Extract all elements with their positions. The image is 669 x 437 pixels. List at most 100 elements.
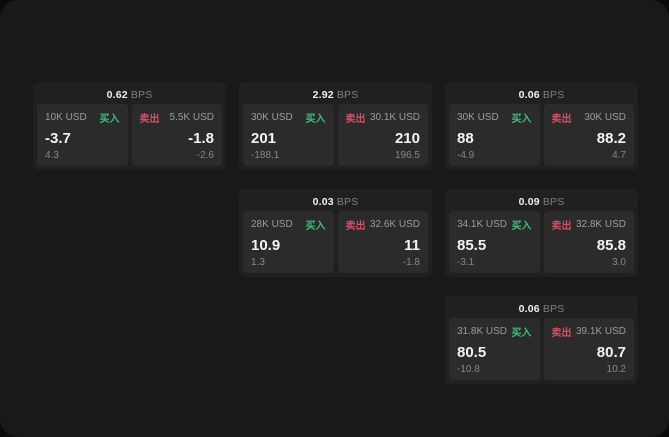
- sell-sub-value: 3.0: [612, 257, 626, 268]
- buy-side-label: 买入: [99, 114, 120, 125]
- bps-unit-label: BPS: [542, 303, 565, 315]
- buy-amount: 30K USD: [457, 112, 499, 123]
- quote-card[interactable]: 0.06 BPS 30K USD 买入 88 -4.9 卖出 30K USD 88…: [445, 82, 638, 170]
- card-header: 2.92 BPS: [243, 86, 428, 104]
- quote-cards-grid: 0.62 BPS 10K USD 买入 -3.7 4.3 卖出 5.5K USD …: [33, 82, 638, 384]
- sell-side-label: 卖出: [551, 221, 572, 232]
- buy-price: 201: [251, 129, 277, 147]
- bps-unit-label: BPS: [542, 89, 565, 101]
- bps-value: 0.03: [312, 196, 334, 208]
- sell-panel-header: 卖出 39.1K USD: [552, 324, 627, 339]
- buy-panel-header: 10K USD 买入: [45, 110, 120, 125]
- sell-amount: 32.6K USD: [369, 219, 420, 230]
- sell-amount: 30K USD: [584, 112, 626, 123]
- sell-sub-value: 10.2: [606, 364, 626, 375]
- sell-panel[interactable]: 卖出 39.1K USD 80.7 10.2: [543, 318, 634, 380]
- sell-price: 85.8: [596, 236, 626, 254]
- quote-card[interactable]: 2.92 BPS 30K USD 买入 201 -188.1 卖出 30.1K U…: [239, 82, 432, 170]
- sell-sub-value: 196.5: [394, 150, 420, 161]
- buy-sub-value: 4.3: [45, 150, 59, 161]
- sell-price: 210: [394, 129, 420, 147]
- sell-panel-header: 卖出 5.5K USD: [140, 110, 215, 125]
- bps-value: 0.06: [518, 303, 540, 315]
- quote-panels: 30K USD 买入 201 -188.1 卖出 30.1K USD 210 1…: [243, 104, 428, 166]
- sell-side-label: 卖出: [139, 114, 160, 125]
- sell-panel[interactable]: 卖出 30K USD 88.2 4.7: [543, 104, 634, 166]
- buy-price: 85.5: [457, 236, 487, 254]
- quote-card[interactable]: 0.06 BPS 31.8K USD 买入 80.5 -10.8 卖出 39.1K…: [445, 296, 638, 384]
- sell-price: 11: [404, 236, 420, 254]
- quote-panels: 28K USD 买入 10.9 1.3 卖出 32.6K USD 11 -1.8: [243, 211, 428, 273]
- card-header: 0.06 BPS: [449, 86, 634, 104]
- buy-side-label: 买入: [305, 221, 326, 232]
- buy-panel[interactable]: 31.8K USD 买入 80.5 -10.8: [449, 318, 540, 380]
- buy-amount: 31.8K USD: [457, 326, 508, 337]
- buy-price: 80.5: [457, 343, 487, 361]
- sell-amount: 5.5K USD: [169, 112, 214, 123]
- bps-unit-label: BPS: [130, 89, 153, 101]
- buy-panel[interactable]: 28K USD 买入 10.9 1.3: [243, 211, 334, 273]
- quote-card[interactable]: 0.62 BPS 10K USD 买入 -3.7 4.3 卖出 5.5K USD …: [33, 82, 226, 170]
- sell-side-label: 卖出: [345, 114, 366, 125]
- sell-amount: 32.8K USD: [575, 219, 626, 230]
- bps-unit-label: BPS: [336, 196, 359, 208]
- buy-panel-header: 31.8K USD 买入: [457, 324, 532, 339]
- quote-card[interactable]: 0.09 BPS 34.1K USD 买入 85.5 -3.1 卖出 32.8K …: [445, 189, 638, 277]
- buy-side-label: 买入: [511, 328, 532, 339]
- sell-amount: 30.1K USD: [369, 112, 420, 123]
- sell-panel-header: 卖出 32.6K USD: [346, 217, 421, 232]
- sell-side-label: 卖出: [551, 328, 572, 339]
- sell-side-label: 卖出: [551, 114, 572, 125]
- buy-amount: 34.1K USD: [457, 219, 508, 230]
- buy-panel[interactable]: 10K USD 买入 -3.7 4.3: [37, 104, 128, 166]
- sell-panel[interactable]: 卖出 32.6K USD 11 -1.8: [337, 211, 428, 273]
- card-header: 0.03 BPS: [243, 193, 428, 211]
- sell-panel[interactable]: 卖出 5.5K USD -1.8 -2.6: [131, 104, 222, 166]
- quote-panels: 34.1K USD 买入 85.5 -3.1 卖出 32.8K USD 85.8…: [449, 211, 634, 273]
- buy-sub-value: -3.1: [457, 257, 475, 268]
- bps-value: 2.92: [312, 89, 334, 101]
- bps-value: 0.09: [518, 196, 540, 208]
- buy-panel-header: 30K USD 买入: [251, 110, 326, 125]
- sell-panel[interactable]: 卖出 32.8K USD 85.8 3.0: [543, 211, 634, 273]
- sell-sub-value: -2.6: [196, 150, 214, 161]
- buy-amount: 30K USD: [251, 112, 293, 123]
- buy-panel[interactable]: 34.1K USD 买入 85.5 -3.1: [449, 211, 540, 273]
- sell-price: 80.7: [596, 343, 626, 361]
- buy-price: -3.7: [45, 129, 71, 147]
- buy-side-label: 买入: [305, 114, 326, 125]
- bps-unit-label: BPS: [542, 196, 565, 208]
- sell-price: 88.2: [596, 129, 626, 147]
- buy-side-label: 买入: [511, 221, 532, 232]
- quote-panels: 30K USD 买入 88 -4.9 卖出 30K USD 88.2 4.7: [449, 104, 634, 166]
- sell-sub-value: -1.8: [402, 257, 420, 268]
- sell-panel[interactable]: 卖出 30.1K USD 210 196.5: [337, 104, 428, 166]
- card-header: 0.62 BPS: [37, 86, 222, 104]
- quote-card[interactable]: 0.03 BPS 28K USD 买入 10.9 1.3 卖出 32.6K USD…: [239, 189, 432, 277]
- quote-panels: 31.8K USD 买入 80.5 -10.8 卖出 39.1K USD 80.…: [449, 318, 634, 380]
- sell-price: -1.8: [188, 129, 214, 147]
- buy-side-label: 买入: [511, 114, 532, 125]
- sell-sub-value: 4.7: [612, 150, 626, 161]
- buy-amount: 28K USD: [251, 219, 293, 230]
- bps-unit-label: BPS: [336, 89, 359, 101]
- sell-panel-header: 卖出 30.1K USD: [346, 110, 421, 125]
- sell-side-label: 卖出: [345, 221, 366, 232]
- buy-panel-header: 28K USD 买入: [251, 217, 326, 232]
- buy-price: 10.9: [251, 236, 281, 254]
- buy-sub-value: -4.9: [457, 150, 475, 161]
- sell-panel-header: 卖出 30K USD: [552, 110, 627, 125]
- buy-panel[interactable]: 30K USD 买入 88 -4.9: [449, 104, 540, 166]
- buy-panel-header: 30K USD 买入: [457, 110, 532, 125]
- buy-amount: 10K USD: [45, 112, 87, 123]
- buy-price: 88: [457, 129, 474, 147]
- card-header: 0.09 BPS: [449, 193, 634, 211]
- buy-sub-value: 1.3: [251, 257, 265, 268]
- sell-panel-header: 卖出 32.8K USD: [552, 217, 627, 232]
- buy-sub-value: -188.1: [251, 150, 280, 161]
- bps-value: 0.06: [518, 89, 540, 101]
- card-header: 0.06 BPS: [449, 300, 634, 318]
- quote-panels: 10K USD 买入 -3.7 4.3 卖出 5.5K USD -1.8 -2.…: [37, 104, 222, 166]
- buy-panel[interactable]: 30K USD 买入 201 -188.1: [243, 104, 334, 166]
